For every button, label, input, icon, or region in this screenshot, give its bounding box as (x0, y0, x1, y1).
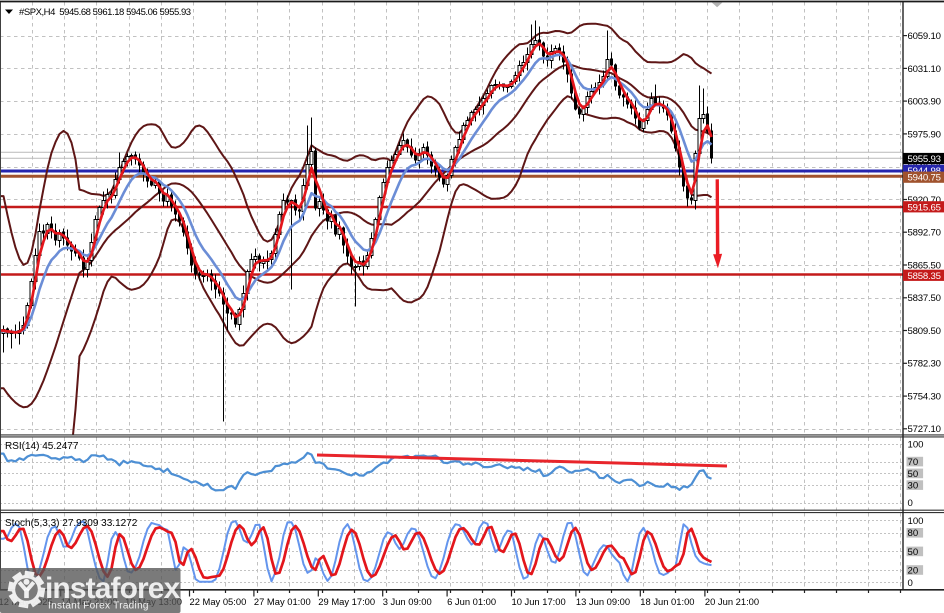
svg-text:5955.93: 5955.93 (908, 154, 941, 165)
svg-text:20: 20 (908, 565, 919, 576)
svg-text:5915.65: 5915.65 (908, 202, 941, 213)
svg-text:5940.75: 5940.75 (908, 173, 941, 184)
svg-text:6059.10: 6059.10 (908, 31, 941, 42)
svg-text:5754.30: 5754.30 (908, 392, 941, 403)
svg-text:50: 50 (908, 469, 919, 480)
svg-text:50: 50 (908, 547, 919, 558)
svg-text:5865.50: 5865.50 (908, 260, 941, 271)
svg-text:22 May 05:00: 22 May 05:00 (190, 596, 247, 607)
svg-text:5920.70: 5920.70 (908, 195, 941, 206)
svg-text:5727.10: 5727.10 (908, 424, 941, 435)
svg-text:29 May 17:00: 29 May 17:00 (318, 596, 375, 607)
svg-text:5782.30: 5782.30 (908, 359, 941, 370)
svg-text:6 Jun 01:00: 6 Jun 01:00 (447, 596, 496, 607)
svg-text:27 May 01:00: 27 May 01:00 (254, 596, 311, 607)
svg-text:70: 70 (908, 457, 919, 468)
svg-text:5944.98: 5944.98 (908, 166, 941, 177)
svg-text:0: 0 (908, 578, 913, 589)
svg-text:5809.50: 5809.50 (908, 326, 941, 337)
svg-text:18 Jun 01:00: 18 Jun 01:00 (640, 596, 694, 607)
svg-text:5975.90: 5975.90 (908, 129, 941, 140)
svg-text:Stoch(5,3,3) 27.9309 33.1272: Stoch(5,3,3) 27.9309 33.1272 (5, 518, 138, 529)
svg-text:30: 30 (908, 481, 919, 492)
svg-text:5837.50: 5837.50 (908, 293, 941, 304)
svg-text:80: 80 (908, 528, 919, 539)
svg-text:3 Jun 09:00: 3 Jun 09:00 (383, 596, 432, 607)
svg-text:Instant Forex Trading: Instant Forex Trading (48, 601, 149, 612)
svg-text:100: 100 (908, 516, 924, 527)
svg-text:20 Jun 21:00: 20 Jun 21:00 (705, 596, 759, 607)
svg-text:6003.90: 6003.90 (908, 97, 941, 108)
svg-text:10 Jun 17:00: 10 Jun 17:00 (512, 596, 566, 607)
svg-text:0: 0 (908, 498, 913, 509)
svg-text:5892.70: 5892.70 (908, 228, 941, 239)
svg-text:6031.10: 6031.10 (908, 64, 941, 75)
svg-text:13 Jun 09:00: 13 Jun 09:00 (576, 596, 630, 607)
svg-text:RSI(14) 45.2477: RSI(14) 45.2477 (5, 441, 79, 452)
svg-text:5858.35: 5858.35 (908, 271, 941, 282)
svg-text:#SPX,H4 5945.68 5961.18 5945.: #SPX,H4 5945.68 5961.18 5945.06 5955.93 (19, 7, 191, 18)
svg-text:instaforex: instaforex (45, 572, 181, 605)
svg-text:100: 100 (908, 439, 924, 450)
